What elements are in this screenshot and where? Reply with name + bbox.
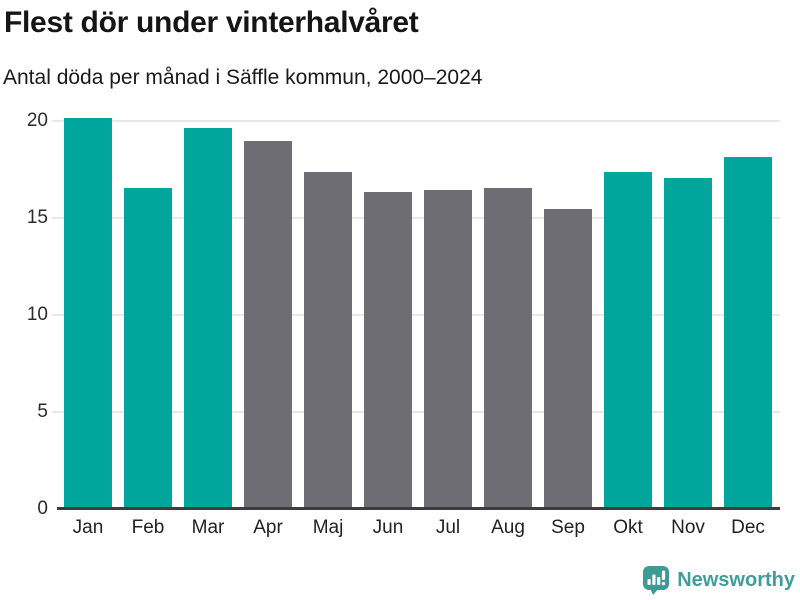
bar-jun	[364, 192, 412, 508]
y-axis-label-5: 5	[37, 401, 48, 422]
bar-mar	[184, 128, 232, 508]
x-axis-label-aug: Aug	[491, 517, 525, 538]
gridline-y-15	[52, 217, 780, 219]
chart-subtitle: Antal döda per månad i Säffle kommun, 20…	[3, 66, 483, 89]
bar-apr	[244, 141, 292, 508]
bar-nov	[664, 178, 712, 508]
bar-dec	[724, 157, 772, 508]
brand-footer: Newsworthy	[642, 565, 795, 596]
gridline-y-5	[52, 411, 780, 413]
newsworthy-logo-icon	[642, 565, 670, 596]
bar-maj	[304, 172, 352, 508]
x-axis-label-dec: Dec	[731, 517, 765, 538]
x-axis-label-mar: Mar	[191, 517, 225, 538]
x-axis-label-sep: Sep	[551, 517, 585, 538]
y-axis-label-20: 20	[26, 110, 48, 131]
x-axis-label-jan: Jan	[72, 517, 104, 538]
y-axis-label-0: 0	[37, 498, 48, 519]
brand-name: Newsworthy	[677, 569, 795, 591]
x-axis-label-apr: Apr	[253, 517, 283, 538]
x-axis-label-okt: Okt	[613, 517, 643, 538]
bar-jan	[64, 118, 112, 508]
bar-okt	[604, 172, 652, 508]
y-axis-label-10: 10	[26, 304, 48, 325]
chart-title: Flest dör under vinterhalvåret	[4, 6, 419, 39]
x-axis-label-jun: Jun	[372, 517, 404, 538]
gridline-y-10	[52, 314, 780, 316]
x-axis-label-jul: Jul	[435, 517, 461, 538]
x-axis-line	[57, 507, 780, 510]
bar-feb	[124, 188, 172, 508]
x-axis-label-maj: Maj	[312, 517, 344, 538]
y-axis-label-15: 15	[26, 207, 48, 228]
x-axis-labels: Jan Feb Mar Apr Maj Jun Jul Aug Sep Okt Nov Dec	[58, 516, 778, 540]
x-axis-label-feb: Feb	[131, 517, 165, 538]
bar-aug	[484, 188, 532, 508]
bars-container	[58, 110, 778, 508]
bar-jul	[424, 190, 472, 508]
gridline-y-20	[52, 120, 780, 122]
x-axis-label-nov: Nov	[671, 517, 705, 538]
bar-sep	[544, 209, 592, 508]
